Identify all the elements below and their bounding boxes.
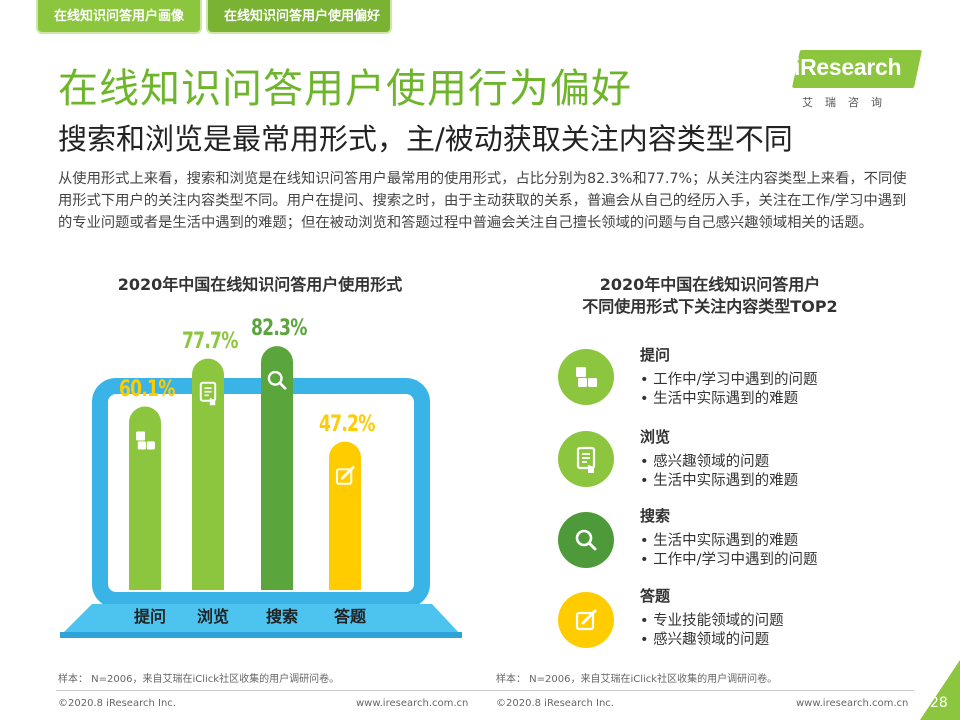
sample-note-right: 样本： N=2006，来自艾瑞在iClick社区收集的用户调研问卷。 — [496, 674, 778, 685]
bar-value-label: 82.3% — [251, 316, 307, 342]
url-left[interactable]: www.iresearch.com.cn — [356, 698, 469, 709]
qa-icon — [136, 431, 155, 450]
url-right[interactable]: www.iresearch.com.cn — [796, 698, 909, 709]
page-subtitle: 搜索和浏览是最常用形式，主/被动获取关注内容类型不同 — [58, 122, 793, 156]
bar-1 — [192, 358, 224, 590]
qa-icon — [576, 367, 597, 387]
right-title-line2: 不同使用形式下关注内容类型TOP2 — [582, 297, 838, 316]
list-item: • 专业技能领域的问题 — [640, 613, 784, 629]
bar-value-label: 60.1% — [119, 376, 175, 402]
left-chart-title: 2020年中国在线知识问答用户使用形式 — [117, 275, 403, 294]
section-circle-2 — [558, 512, 614, 568]
right-title-line1: 2020年中国在线知识问答用户 — [599, 275, 821, 294]
description-text: 从使用形式上来看，搜索和浏览是在线知识问答用户最常用的使用形式，占比分别为82.… — [58, 171, 907, 231]
section-title-ask: 提问 — [640, 346, 671, 364]
category-label: 答题 — [333, 607, 366, 626]
list-item: • 工作中/学习中遇到的问题 — [640, 552, 818, 568]
bar-icons-group — [136, 370, 355, 485]
right-chart-title: 2020年中国在线知识问答用户 不同使用形式下关注内容类型TOP2 — [520, 274, 900, 318]
footer-divider — [56, 690, 914, 691]
copyright-left: ©2020.8 iResearch Inc. — [58, 698, 176, 709]
list-item: • 工作中/学习中遇到的问题 — [640, 372, 818, 388]
copyright-right: ©2020.8 iResearch Inc. — [496, 698, 614, 709]
search-icon — [267, 370, 287, 390]
list-item: • 生活中实际遇到的难题 — [640, 391, 799, 407]
sample-note-left: 样本： N=2006，来自艾瑞在iClick社区收集的用户调研问卷。 — [58, 674, 340, 685]
list-item: • 感兴趣领域的问题 — [640, 454, 770, 470]
page-number-badge — [920, 660, 960, 720]
edit-icon — [575, 609, 597, 631]
document-icon — [576, 446, 596, 473]
section-circle-1 — [558, 431, 614, 487]
category-label: 浏览 — [196, 607, 229, 626]
bar-0 — [129, 406, 161, 590]
section-title-search: 搜索 — [640, 507, 671, 525]
logo-cn: 艾瑞咨询 — [802, 96, 894, 109]
circles-group — [558, 349, 614, 648]
bar-3 — [329, 441, 361, 590]
iresearch-logo: iResearch 艾瑞咨询 — [786, 50, 923, 110]
list-item: • 生活中实际遇到的难题 — [640, 473, 799, 489]
bar-value-label: 47.2% — [319, 411, 375, 437]
laptop-base — [60, 604, 462, 636]
logo-brand: iResearch — [794, 54, 902, 80]
list-item: • 感兴趣领域的问题 — [640, 632, 770, 648]
page-title: 在线知识问答用户使用行为偏好 — [58, 66, 632, 112]
section-title-browse: 浏览 — [640, 428, 671, 446]
section-title-answer: 答题 — [640, 587, 671, 605]
document-icon — [199, 381, 217, 406]
list-item: • 生活中实际遇到的难题 — [640, 533, 799, 549]
bar-value-label: 77.7% — [182, 328, 238, 354]
tab-user-portrait[interactable]: 在线知识问答用户画像 — [36, 0, 202, 34]
edit-icon — [335, 466, 355, 485]
search-icon — [575, 529, 597, 551]
page-number: 28 — [930, 695, 948, 711]
category-label: 搜索 — [265, 607, 298, 626]
tab-usage-preference[interactable]: 在线知识问答用户使用偏好 — [206, 0, 392, 34]
section-circle-0 — [558, 349, 614, 405]
category-label: 提问 — [133, 607, 166, 626]
bar-2 — [261, 346, 293, 590]
